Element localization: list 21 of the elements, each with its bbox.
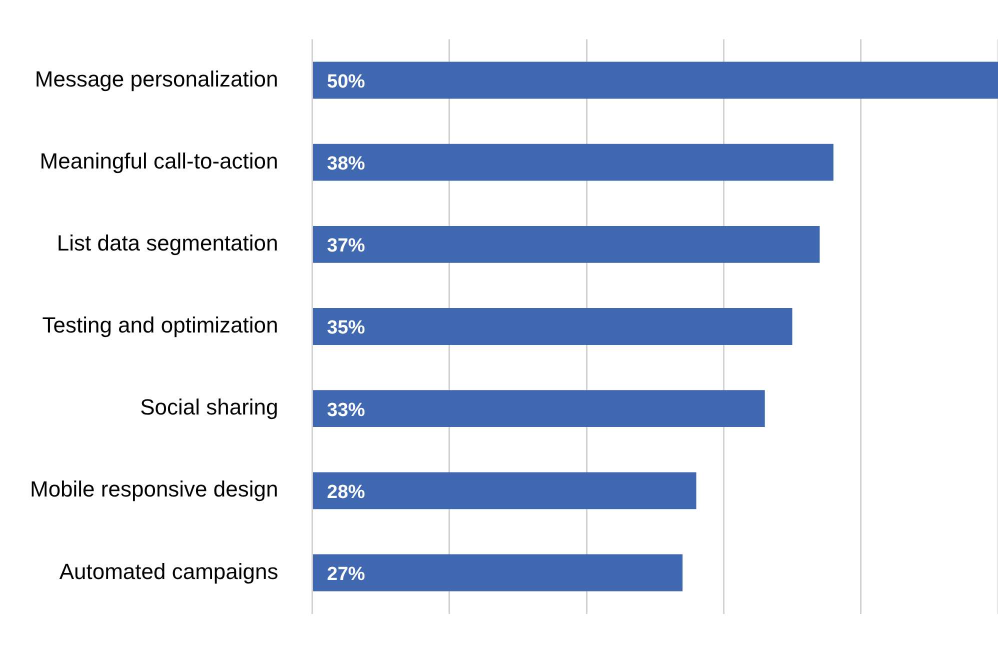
data-label: 38% bbox=[327, 154, 366, 175]
bar bbox=[313, 226, 820, 263]
data-label: 35% bbox=[327, 318, 366, 339]
bar bbox=[313, 390, 765, 428]
y-tick-label: Automated campaigns bbox=[59, 558, 278, 584]
bar bbox=[313, 472, 696, 510]
bar bbox=[313, 144, 834, 181]
bar bbox=[313, 62, 998, 99]
y-tick-label: Testing and optimization bbox=[42, 312, 278, 338]
data-label: 50% bbox=[327, 71, 366, 92]
data-label: 37% bbox=[327, 236, 366, 257]
y-tick-label: Social sharing bbox=[140, 394, 278, 420]
bar bbox=[313, 554, 683, 592]
y-tick-label: Message personalization bbox=[34, 66, 278, 92]
y-tick-label: List data segmentation bbox=[56, 230, 278, 256]
data-label: 33% bbox=[327, 400, 366, 421]
data-label: 27% bbox=[327, 564, 366, 585]
data-label: 28% bbox=[327, 482, 366, 503]
y-tick-label: Meaningful call-to-action bbox=[40, 148, 278, 174]
y-tick-label: Mobile responsive design bbox=[30, 476, 278, 502]
bar bbox=[313, 308, 792, 345]
